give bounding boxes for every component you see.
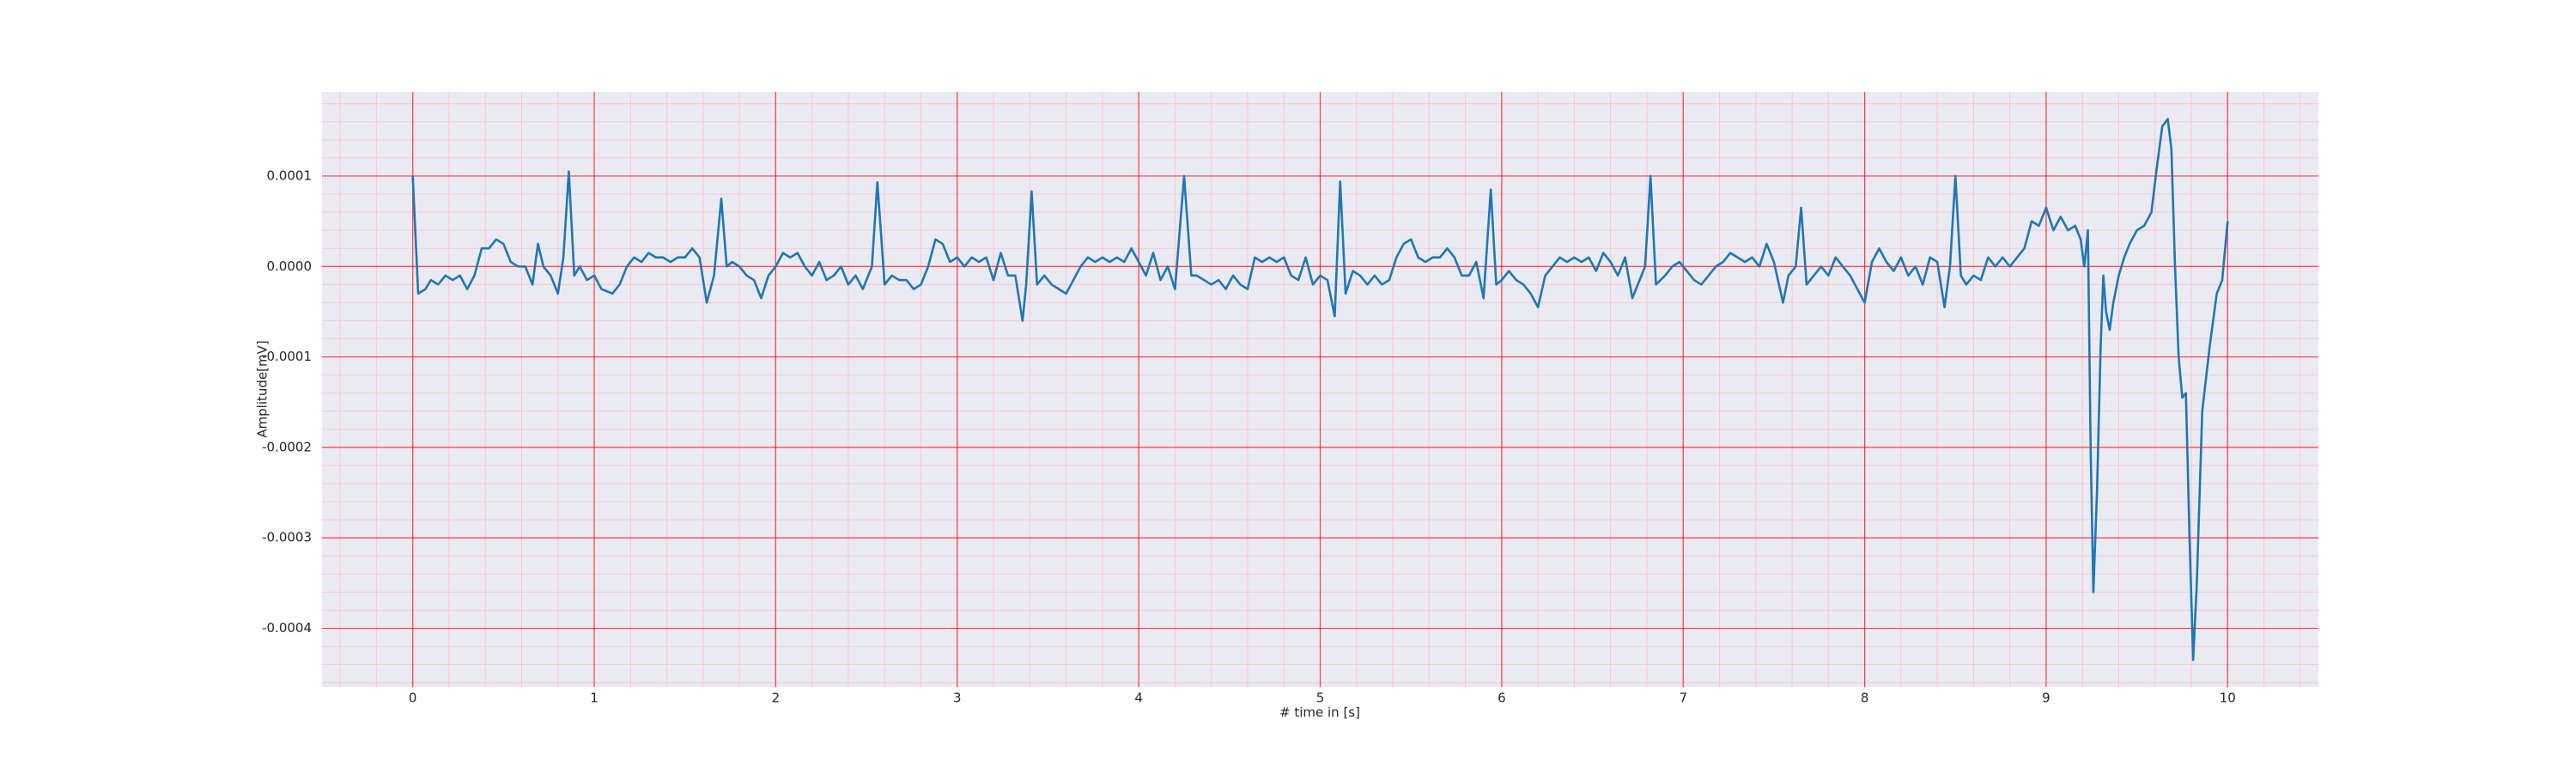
y-tick-label: -0.0003: [262, 530, 312, 545]
x-tick-label: 4: [1134, 691, 1143, 706]
x-tick-label: 7: [1679, 691, 1687, 706]
plot-area: [322, 92, 2318, 687]
x-axis-label: # time in [s]: [1279, 705, 1360, 721]
x-tick-label: 8: [1861, 691, 1869, 706]
y-tick-label: -0.0001: [262, 349, 312, 364]
x-tick-label: 2: [772, 691, 781, 706]
x-tick-label: 1: [590, 691, 598, 706]
y-tick-label: -0.0004: [262, 620, 312, 636]
x-tick-label: 0: [409, 691, 417, 706]
x-tick-label: 9: [2042, 691, 2050, 706]
x-tick-label: 6: [1498, 691, 1506, 706]
y-tick-label: -0.0002: [262, 439, 312, 454]
x-tick-label: 5: [1316, 691, 1325, 706]
y-tick-label: 0.0000: [267, 259, 313, 274]
ecg-line: [411, 118, 2229, 661]
x-tick-label: 10: [2220, 691, 2236, 706]
y-tick-label: 0.0001: [267, 167, 313, 183]
x-tick-label: 3: [953, 691, 962, 706]
y-axis-label: Amplitude[mV]: [255, 340, 270, 437]
